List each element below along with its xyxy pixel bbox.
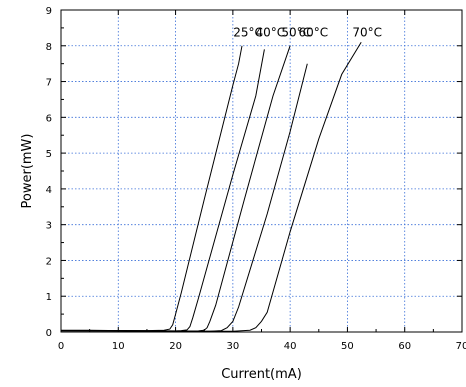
series-label-4: 70°C	[352, 26, 382, 40]
y-tick-label: 5	[46, 149, 52, 160]
series-line-0	[61, 45, 243, 332]
x-tick-label: 60	[398, 341, 411, 352]
series-line-4	[60, 41, 362, 332]
y-axis-title: Power(mW)	[20, 134, 35, 209]
grid	[61, 10, 462, 332]
y-tick-label: 4	[46, 185, 52, 196]
x-tick-label: 70	[456, 341, 466, 352]
x-tick-label: 10	[112, 341, 125, 352]
x-tick-label: 40	[284, 341, 297, 352]
x-tick-label: 0	[58, 341, 64, 352]
x-tick-labels: 0 10 20 30 40 50 60 70	[58, 341, 466, 352]
series-label-0: 25°C	[233, 26, 263, 40]
series-label-3: 60°C	[299, 26, 329, 40]
x-tick-label: 20	[169, 341, 182, 352]
ticks	[60, 9, 463, 333]
x-tick-label: 30	[226, 341, 239, 352]
y-tick-label: 8	[46, 42, 52, 53]
y-tick-label: 1	[46, 292, 52, 303]
curves	[60, 41, 362, 332]
series-label-2: 50°C	[281, 26, 311, 40]
series-labels: 25°C40°C50°C60°C 70°C	[233, 26, 382, 40]
y-tick-label: 3	[46, 221, 52, 232]
y-tick-labels: 0 1 2 3 4 5 6 7 8 9	[46, 6, 52, 339]
series-line-1	[61, 49, 265, 332]
x-tick-label: 50	[341, 341, 354, 352]
y-tick-label: 2	[46, 256, 52, 267]
y-tick-label: 0	[46, 328, 52, 339]
y-tick-label: 7	[46, 78, 52, 89]
y-tick-label: 9	[46, 6, 52, 17]
series-label-1: 40°C	[256, 26, 286, 40]
y-tick-label: 6	[46, 113, 52, 124]
plot-frame	[60, 9, 463, 333]
x-axis-title: Current(mA)	[221, 367, 302, 382]
